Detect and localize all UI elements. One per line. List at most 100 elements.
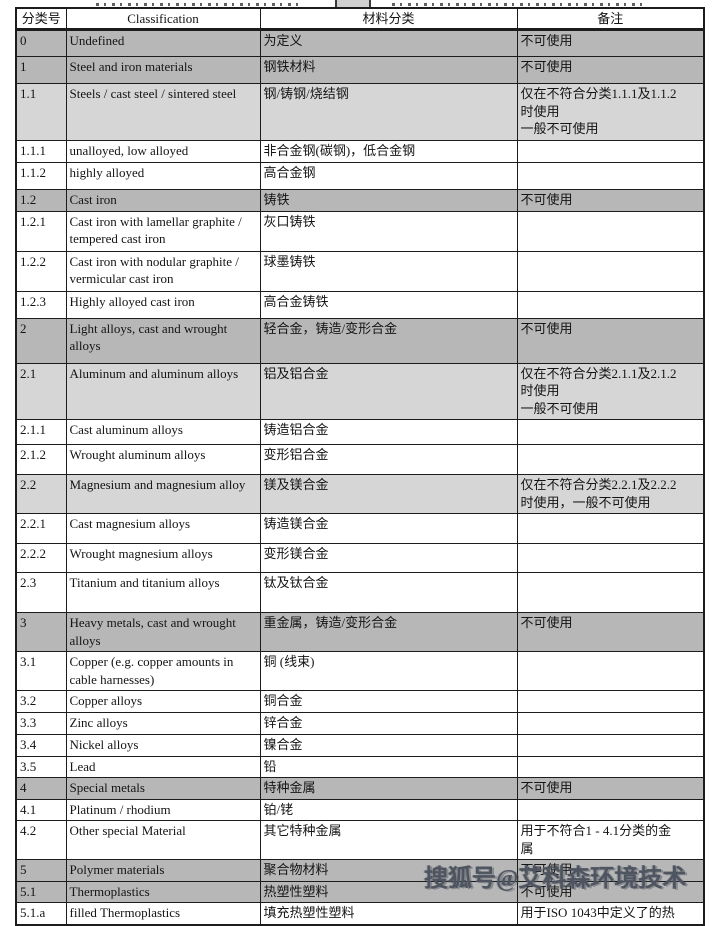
cell-classification: Zinc alloys xyxy=(65,712,261,736)
cell-material: 轻合金，铸造/变形合金 xyxy=(259,317,518,364)
cell-classification: Undefined xyxy=(65,29,261,57)
cell-classification: highly alloyed xyxy=(65,162,261,190)
cell-material: 高合金钢 xyxy=(259,162,518,190)
table-row: 2.1 Aluminum and aluminum alloys 铝及铝合金 仅… xyxy=(15,362,705,421)
cell-material: 变形铝合金 xyxy=(259,444,518,476)
cell-material: 铸造镁合金 xyxy=(259,513,518,545)
table-row: 3.5 Lead 铅 xyxy=(15,755,705,779)
table-row: 2.3 Titanium and titanium alloys 钛及钛合金 xyxy=(15,572,705,614)
table-row: 3 Heavy metals, cast and wrought alloys … xyxy=(15,612,705,653)
cell-classification: Cast magnesium alloys xyxy=(65,513,261,545)
cell-class-number: 2.3 xyxy=(15,572,67,614)
cell-remark: 仅在不符合分类1.1.1及1.1.2 时使用 一般不可使用 xyxy=(516,83,705,141)
cell-remark: 不可使用 xyxy=(516,29,705,57)
cell-classification: Light alloys, cast and wrought alloys xyxy=(65,317,261,364)
cell-class-number: 5 xyxy=(15,859,67,882)
cell-class-number: 1 xyxy=(15,56,67,84)
table-row: 1.2.3 Highly alloyed cast iron 高合金铸铁 xyxy=(15,290,705,319)
table-row: 2.2 Magnesium and magnesium alloy 镁及镁合金 … xyxy=(15,474,705,515)
cell-remark xyxy=(516,513,705,545)
cell-class-number: 4 xyxy=(15,777,67,800)
table-body: 0 Undefined 为定义 不可使用 1 Steel and iron ma… xyxy=(15,29,705,926)
cell-material: 铜合金 xyxy=(259,690,518,714)
cell-material: 填充热塑性塑料 xyxy=(259,902,518,926)
cell-remark xyxy=(516,210,705,252)
cell-remark xyxy=(516,798,705,822)
table-row: 2.1.2 Wrought aluminum alloys 变形铝合金 xyxy=(15,444,705,476)
cell-classification: Titanium and titanium alloys xyxy=(65,572,261,614)
cell-remark xyxy=(516,543,705,574)
cell-remark: 不可使用 xyxy=(516,317,705,364)
cell-material: 高合金铸铁 xyxy=(259,290,518,319)
table-row: 4.1 Platinum / rhodium 铂/铑 xyxy=(15,798,705,822)
cell-material: 灰口铸铁 xyxy=(259,210,518,252)
cell-remark: 不可使用 xyxy=(516,777,705,800)
cell-class-number: 1.1.1 xyxy=(15,140,67,163)
cell-remark xyxy=(516,290,705,319)
table-row: 3.2 Copper alloys 铜合金 xyxy=(15,690,705,714)
cell-class-number: 0 xyxy=(15,29,67,57)
table-row: 1.2 Cast iron 铸铁 不可使用 xyxy=(15,189,705,212)
cell-classification: Cast iron with lamellar graphite / tempe… xyxy=(65,210,261,252)
clipped-text-remnant xyxy=(0,0,722,7)
table-row: 2.1.1 Cast aluminum alloys 铸造铝合金 xyxy=(15,419,705,446)
cell-remark: 不可使用 xyxy=(516,859,705,882)
cell-class-number: 3 xyxy=(15,612,67,653)
table-row: 3.1 Copper (e.g. copper amounts in cable… xyxy=(15,651,705,692)
material-classification-table: 分类号 Classification 材料分类 备注 0 Undefined 为… xyxy=(15,7,705,926)
cell-remark xyxy=(516,419,705,446)
cell-class-number: 5.1.a xyxy=(15,902,67,926)
cell-material: 镁及镁合金 xyxy=(259,474,518,515)
cell-class-number: 4.1 xyxy=(15,798,67,822)
cell-class-number: 3.5 xyxy=(15,755,67,779)
cell-material: 钛及钛合金 xyxy=(259,572,518,614)
cell-class-number: 2.1 xyxy=(15,362,67,421)
cell-material: 铸铁 xyxy=(259,189,518,212)
cell-remark xyxy=(516,734,705,757)
clipped-text-fragment xyxy=(96,3,301,6)
cell-material: 特种金属 xyxy=(259,777,518,800)
table-header-row: 分类号 Classification 材料分类 备注 xyxy=(15,7,705,31)
cell-material: 铝及铝合金 xyxy=(259,362,518,421)
cell-class-number: 1.2.3 xyxy=(15,290,67,319)
cell-classification: Wrought magnesium alloys xyxy=(65,543,261,574)
cell-remark: 仅在不符合分类2.1.1及2.1.2 时使用 一般不可使用 xyxy=(516,362,705,421)
cell-remark xyxy=(516,444,705,476)
cell-classification: Polymer materials xyxy=(65,859,261,882)
header-cell-classification: Classification xyxy=(65,7,261,31)
table-row: 1.1.2 highly alloyed 高合金钢 xyxy=(15,162,705,190)
cell-class-number: 2.2 xyxy=(15,474,67,515)
cell-remark xyxy=(516,755,705,779)
cell-remark: 不可使用 xyxy=(516,189,705,212)
clipped-text-fragment xyxy=(392,3,642,6)
cell-remark xyxy=(516,690,705,714)
cell-remark xyxy=(516,572,705,614)
cell-material: 铅 xyxy=(259,755,518,779)
cell-material: 钢/铸钢/烧结钢 xyxy=(259,83,518,141)
cell-material: 球墨铸铁 xyxy=(259,250,518,292)
cell-remark xyxy=(516,162,705,190)
cell-classification: Cast iron with nodular graphite / vermic… xyxy=(65,250,261,292)
table-row: 4.2 Other special Material 其它特种金属 用于不符合1… xyxy=(15,820,705,861)
cell-material: 镍合金 xyxy=(259,734,518,757)
cell-classification: Magnesium and magnesium alloy xyxy=(65,474,261,515)
cell-classification: Heavy metals, cast and wrought alloys xyxy=(65,612,261,653)
cell-material: 非合金钢(碳钢)，低合金钢 xyxy=(259,140,518,163)
table-row: 4 Special metals 特种金属 不可使用 xyxy=(15,777,705,800)
cell-material: 铜 (线束) xyxy=(259,651,518,692)
table-row: 1.2.1 Cast iron with lamellar graphite /… xyxy=(15,210,705,252)
cell-material: 锌合金 xyxy=(259,712,518,736)
cell-material: 为定义 xyxy=(259,29,518,57)
cell-class-number: 2.1.2 xyxy=(15,444,67,476)
table-row: 0 Undefined 为定义 不可使用 xyxy=(15,29,705,57)
cell-classification: Other special Material xyxy=(65,820,261,861)
cell-class-number: 3.1 xyxy=(15,651,67,692)
table-row: 2.2.2 Wrought magnesium alloys 变形镁合金 xyxy=(15,543,705,574)
table-row: 2 Light alloys, cast and wrought alloys … xyxy=(15,317,705,364)
cell-classification: Copper alloys xyxy=(65,690,261,714)
table-row: 1 Steel and iron materials 钢铁材料 不可使用 xyxy=(15,56,705,84)
cell-remark: 用于ISO 1043中定义了的热 xyxy=(516,902,705,926)
cell-material: 重金属，铸造/变形合金 xyxy=(259,612,518,653)
table-row: 3.4 Nickel alloys 镍合金 xyxy=(15,734,705,757)
